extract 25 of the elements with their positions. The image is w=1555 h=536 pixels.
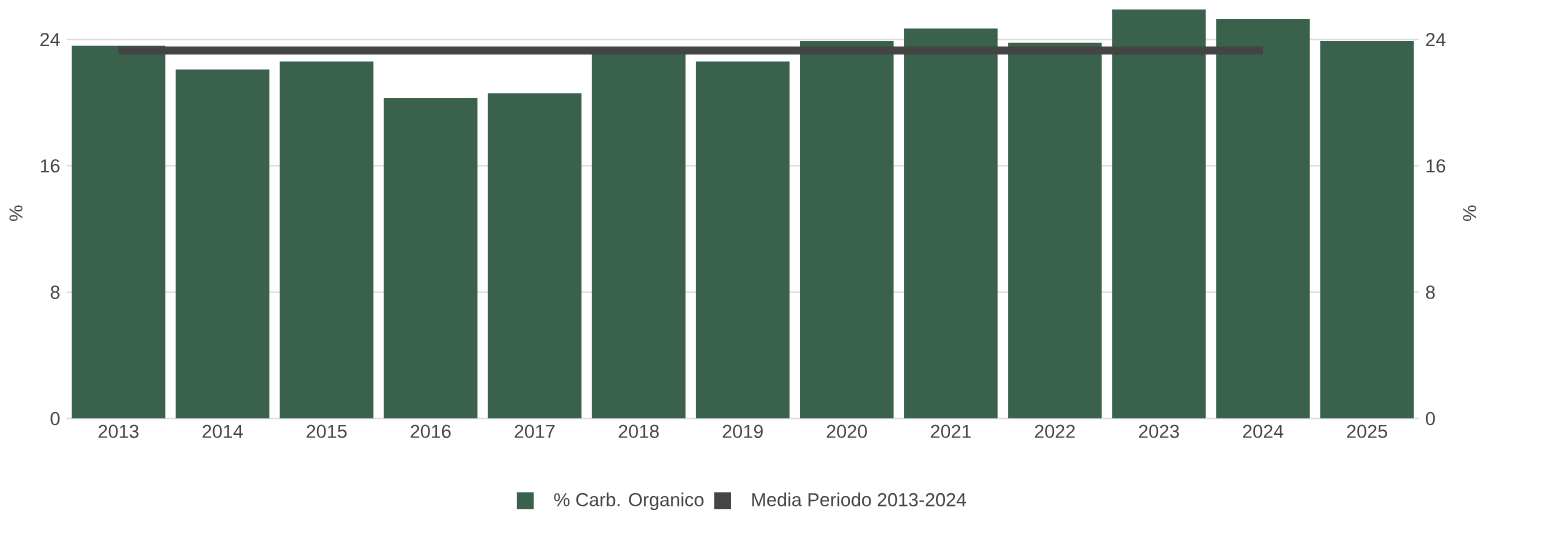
y-tick-label: 24 — [40, 32, 60, 46]
y2-tick-label: 16 — [1426, 159, 1446, 173]
y-tick-label: 16 — [40, 159, 60, 173]
x-tick-label: 2018 — [618, 424, 659, 438]
legend-label: % Carb. Organico — [554, 492, 704, 511]
y2-tick-label: 24 — [1426, 32, 1446, 46]
x-tick-label: 2025 — [1347, 424, 1388, 438]
x-tick-label: 2016 — [410, 424, 451, 438]
x-tick-label: 2024 — [1243, 424, 1284, 438]
x-tick-label: 2020 — [826, 424, 867, 438]
x-tick-label: 2023 — [1139, 424, 1179, 438]
y2-tick-label: 0 — [1425, 411, 1435, 426]
y2-tick-label: 8 — [1426, 285, 1435, 299]
x-tick-label: 2013 — [98, 424, 139, 438]
x-tick-label: 2021 — [930, 424, 971, 438]
y-tick-label: 0 — [50, 411, 60, 426]
x-tick-label: 2019 — [722, 424, 763, 438]
y-axis-title: % — [9, 205, 23, 221]
x-tick-label: 2014 — [202, 424, 243, 438]
x-tick-label: 2015 — [306, 424, 347, 438]
y-tick-label: 8 — [50, 285, 60, 299]
legend-label: Media Periodo 2013-2024 — [752, 492, 967, 507]
x-tick-label: 2022 — [1034, 424, 1075, 438]
x-tick-label: 2017 — [514, 424, 555, 438]
y2-axis-title: % — [1463, 205, 1477, 221]
